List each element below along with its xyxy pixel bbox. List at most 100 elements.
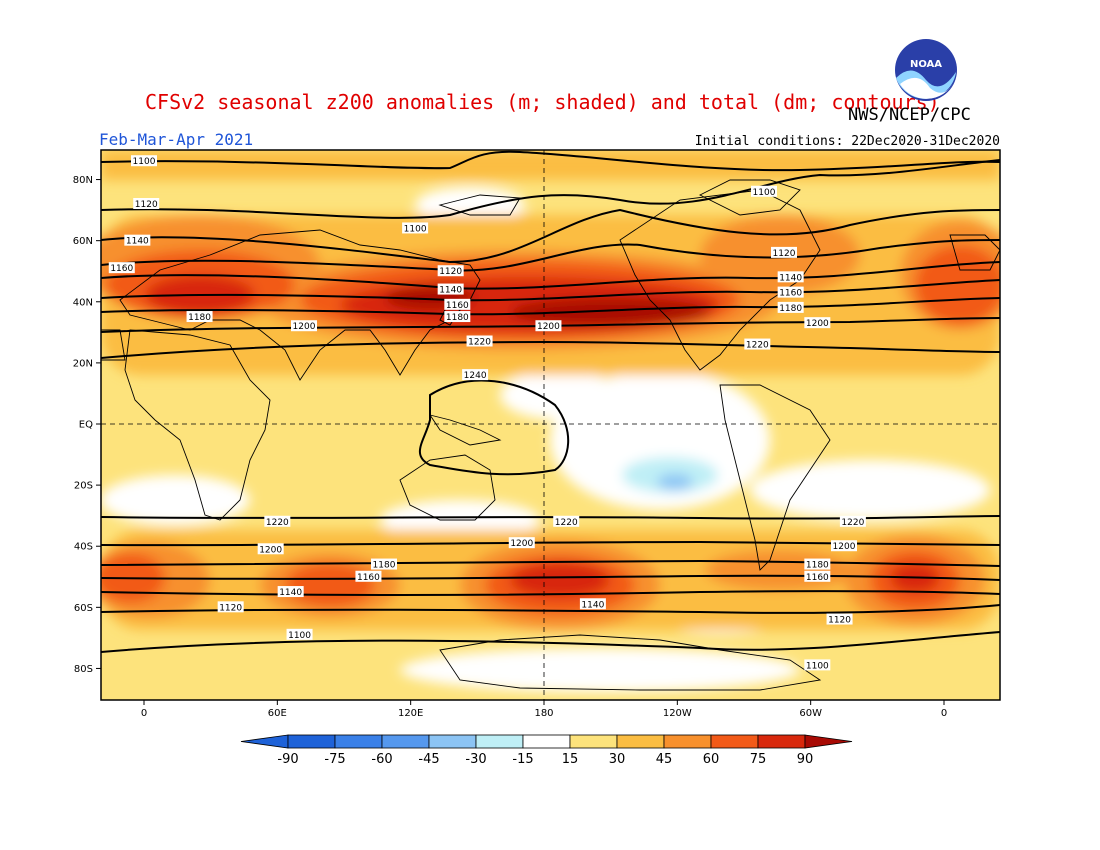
- contour-label-box: [744, 338, 771, 350]
- contour-label-text: 1160: [806, 573, 829, 583]
- contour-label-text: 1220: [841, 518, 864, 528]
- contour-label-text: 1180: [806, 561, 829, 571]
- contour-label: 1160: [444, 298, 471, 311]
- logo-text: NOAA: [910, 59, 942, 70]
- contour-label-box: [579, 598, 606, 610]
- contour-label-text: 1220: [555, 518, 578, 528]
- contour-label-box: [131, 155, 157, 167]
- contour-label-text: 1200: [833, 542, 856, 552]
- agency-label: NWS/NCEP/CPC: [848, 105, 971, 125]
- contour-label-box: [771, 246, 797, 258]
- colorbar-label: 30: [609, 752, 626, 767]
- map-panel: 1100 1120 1140 1160 1180 1200 1100 1120 1140 1160…: [101, 150, 1000, 700]
- height-contours: [101, 150, 1000, 653]
- contour-label: 1200: [831, 540, 857, 552]
- contour-label-box: [777, 286, 804, 298]
- lon-tick-label: 120W: [663, 708, 692, 719]
- contour-label-box: [777, 301, 804, 313]
- contour-label-box: [839, 515, 866, 527]
- colorbar-label: -15: [512, 752, 533, 767]
- contour-label-text: 1200: [510, 539, 533, 549]
- contour-label: 1220: [466, 335, 493, 348]
- colorbar-label: 15: [562, 752, 579, 767]
- contour-label: 1180: [804, 558, 831, 571]
- season-label: Feb-Mar-Apr 2021: [99, 130, 253, 149]
- colorbar-box: [663, 734, 712, 749]
- contour-label-text: 1140: [279, 588, 302, 598]
- latitude-axis: 80N 60N 40N 20N EQ 20S 40S 60S 80S: [73, 175, 101, 675]
- contour-label-text: 1160: [110, 264, 133, 274]
- contour-label-text: 1240: [464, 371, 487, 381]
- lat-tick-label: 60S: [74, 603, 93, 614]
- contour-label: 1140: [777, 271, 804, 283]
- contour-label-box: [264, 515, 291, 527]
- colorbar-min-arrow: [240, 734, 289, 749]
- contour-label-text: 1120: [773, 249, 796, 259]
- contour-label-text: 1120: [135, 200, 158, 210]
- colorbar-box: [757, 734, 806, 749]
- contour-label: 1180: [371, 558, 397, 571]
- contour-label-box: [355, 570, 382, 582]
- contour-label-box: [553, 515, 580, 527]
- contour-label-text: 1200: [537, 322, 560, 332]
- colorbar-box: [522, 734, 571, 749]
- lon-tick-label: 0: [941, 708, 947, 719]
- colorbar-label: 60: [703, 752, 720, 767]
- contour-label-box: [751, 185, 777, 197]
- contour-label-box: [402, 222, 429, 234]
- colorbar: -90 -75 -60 -45 -30 -15 15 30 45 60 75 90: [240, 734, 853, 767]
- contour-labels: 1100 1120 1140 1160 1180 1200 1100 1120 1140 1160…: [108, 155, 866, 671]
- contour-label: 1120: [826, 613, 853, 626]
- contour-label-box: [277, 586, 304, 598]
- contour-label-text: 1220: [746, 341, 769, 351]
- contour-label: 1140: [124, 234, 151, 247]
- contour-label-box: [804, 570, 831, 582]
- colorbar-box: [616, 734, 665, 749]
- lat-tick-label: 20S: [74, 481, 93, 492]
- contour-label-box: [826, 613, 853, 625]
- contour-label-text: 1100: [404, 224, 427, 234]
- contour-label: 1180: [777, 301, 804, 314]
- lon-tick-label: 60E: [268, 708, 287, 719]
- contour-label: 1100: [402, 222, 429, 234]
- init-conditions-label: Initial conditions: 22Dec2020-31Dec2020: [695, 134, 1000, 149]
- contour-label-box: [286, 628, 313, 640]
- contour-label: 1160: [355, 570, 382, 583]
- contour-label-text: 1120: [828, 616, 851, 626]
- contour-label-box: [804, 659, 831, 671]
- contour-label: 1220: [744, 338, 771, 351]
- contour-label: 1200: [804, 317, 831, 329]
- contour-label-box: [217, 601, 244, 613]
- contour-label: 1200: [257, 543, 284, 555]
- colorbar-label: 75: [750, 752, 767, 767]
- contour-label: 1120: [133, 198, 160, 210]
- contour-label-box: [508, 537, 535, 549]
- contour-label-text: 1160: [357, 573, 380, 583]
- contour-label-box: [777, 271, 804, 283]
- contour-label-text: 1220: [266, 518, 289, 528]
- colorbar-label: -60: [371, 752, 392, 767]
- lon-tick-label: 120E: [398, 708, 423, 719]
- contour-label-text: 1160: [779, 289, 802, 299]
- contour-label: 1180: [444, 311, 471, 323]
- lat-tick-label: 40N: [73, 297, 93, 308]
- colorbar-label: 90: [797, 752, 814, 767]
- contour-label-text: 1160: [446, 301, 469, 311]
- lon-tick-label: 60W: [799, 708, 822, 719]
- lat-tick-label: 80S: [74, 664, 93, 675]
- colorbar-label: -45: [418, 752, 439, 767]
- contour-label-box: [257, 543, 284, 555]
- contour-label-text: 1180: [446, 313, 469, 323]
- colorbar-label: -75: [324, 752, 345, 767]
- contour-label-box: [462, 369, 489, 381]
- lon-tick-label: 180: [534, 708, 553, 719]
- contour-label-box: [831, 540, 857, 552]
- contour-label-text: 1220: [468, 338, 491, 348]
- contour-label: 1100: [131, 155, 157, 167]
- contour-label-box: [444, 311, 471, 323]
- colorbar-max-arrow: [804, 734, 853, 749]
- contour-label: 1220: [553, 515, 580, 528]
- contour-label: 1100: [286, 628, 313, 641]
- contour-label: 1160: [108, 262, 135, 274]
- lon-tick-label: 0: [141, 708, 147, 719]
